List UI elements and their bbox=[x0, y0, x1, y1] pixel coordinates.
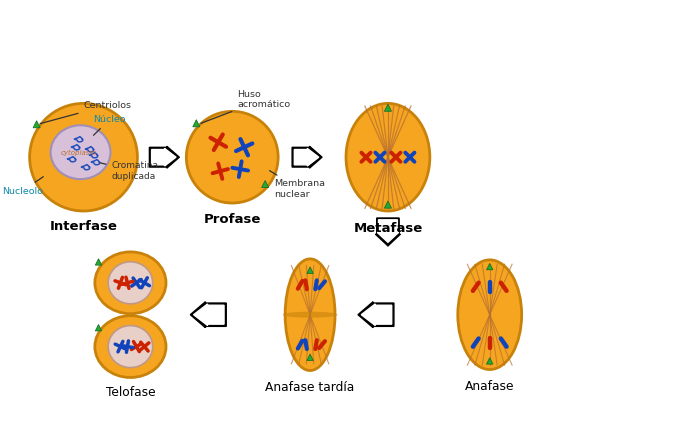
Text: Núcleo: Núcleo bbox=[94, 115, 126, 135]
Ellipse shape bbox=[458, 260, 522, 370]
Text: Anafase: Anafase bbox=[465, 380, 514, 393]
Ellipse shape bbox=[283, 312, 337, 318]
Polygon shape bbox=[95, 259, 101, 265]
Polygon shape bbox=[193, 120, 200, 127]
Polygon shape bbox=[262, 180, 269, 187]
Text: cytoplasm: cytoplasm bbox=[60, 150, 97, 156]
Ellipse shape bbox=[186, 111, 278, 203]
Polygon shape bbox=[486, 264, 493, 270]
Ellipse shape bbox=[346, 104, 430, 211]
Text: Huso
acromático: Huso acromático bbox=[201, 90, 290, 123]
Polygon shape bbox=[307, 354, 314, 361]
Polygon shape bbox=[358, 302, 394, 328]
Text: Anafase tardía: Anafase tardía bbox=[265, 381, 355, 394]
Ellipse shape bbox=[285, 259, 335, 371]
Text: Telofase: Telofase bbox=[106, 386, 155, 399]
Text: Profase: Profase bbox=[204, 214, 261, 226]
Polygon shape bbox=[375, 218, 400, 246]
Polygon shape bbox=[384, 201, 391, 208]
Text: Interfase: Interfase bbox=[50, 221, 118, 233]
Ellipse shape bbox=[95, 252, 166, 314]
Polygon shape bbox=[307, 267, 314, 274]
Text: Cromatina
duplicada: Cromatina duplicada bbox=[100, 161, 158, 181]
Polygon shape bbox=[294, 149, 318, 166]
Polygon shape bbox=[292, 146, 322, 168]
Ellipse shape bbox=[29, 104, 137, 211]
Ellipse shape bbox=[108, 262, 153, 304]
Polygon shape bbox=[149, 146, 179, 168]
Ellipse shape bbox=[95, 316, 166, 378]
Ellipse shape bbox=[108, 326, 153, 368]
Text: Membrana
nuclear: Membrana nuclear bbox=[270, 170, 326, 199]
Polygon shape bbox=[194, 304, 224, 326]
Polygon shape bbox=[384, 104, 391, 111]
Polygon shape bbox=[152, 149, 176, 166]
Polygon shape bbox=[190, 302, 226, 328]
Text: Centriolos: Centriolos bbox=[41, 101, 132, 124]
Text: Metafase: Metafase bbox=[354, 222, 423, 236]
Polygon shape bbox=[486, 357, 493, 364]
Ellipse shape bbox=[50, 125, 111, 179]
Polygon shape bbox=[95, 325, 101, 331]
Polygon shape bbox=[377, 220, 398, 243]
Polygon shape bbox=[361, 304, 392, 326]
Polygon shape bbox=[33, 121, 40, 128]
Text: Nucleolo: Nucleolo bbox=[1, 177, 43, 196]
